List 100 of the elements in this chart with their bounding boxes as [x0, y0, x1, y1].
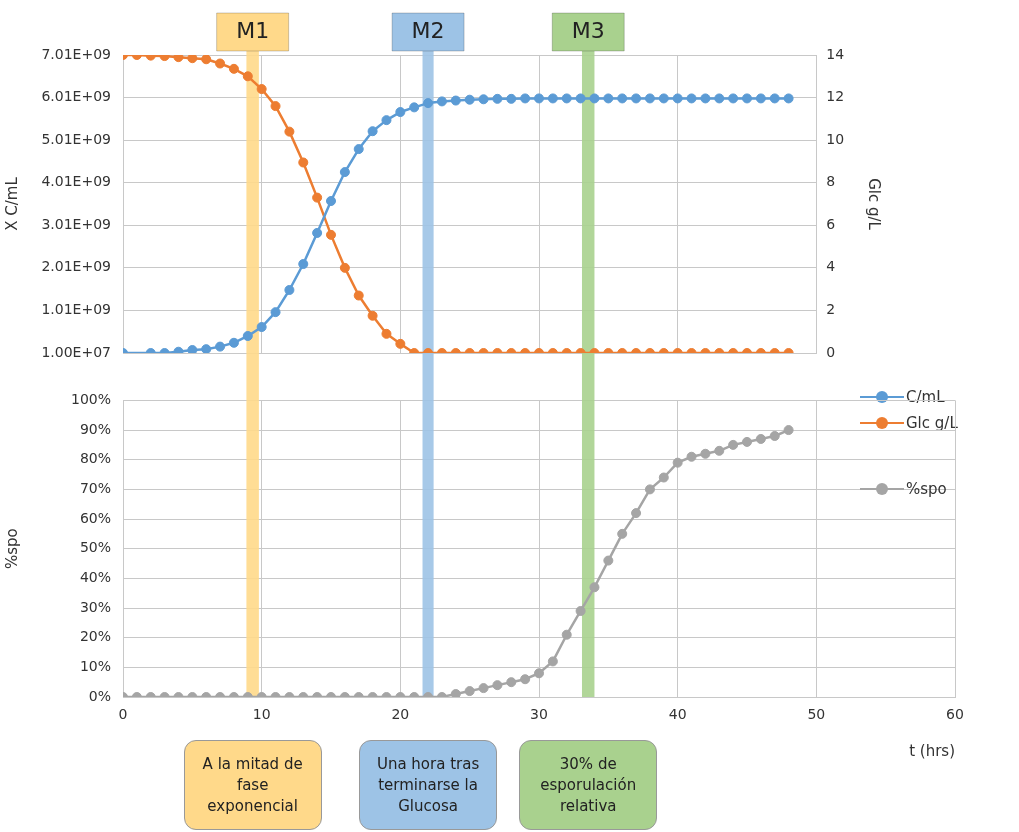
- point: [367, 126, 378, 137]
- point: [187, 345, 198, 353]
- point: [561, 629, 572, 640]
- point: [520, 93, 531, 104]
- point: [339, 167, 350, 178]
- point: [353, 144, 364, 155]
- y-tick-label: 7.01E+09: [41, 45, 111, 62]
- point: [631, 93, 642, 104]
- point: [658, 472, 669, 483]
- legend-label: %spo: [906, 480, 947, 498]
- point: [742, 436, 752, 447]
- point: [215, 58, 226, 69]
- y-tick-label: 10%: [79, 657, 111, 674]
- x-tick-label: 60: [946, 706, 964, 723]
- point: [228, 63, 239, 74]
- point: [409, 102, 420, 113]
- text: 30% de esporulación relativa: [519, 740, 658, 830]
- x-tick-label: 20: [391, 706, 410, 723]
- point: [353, 290, 364, 301]
- text: A la mitad de fase exponencial: [183, 740, 322, 830]
- point: [769, 430, 780, 441]
- y2-tick-label: 6: [826, 215, 836, 232]
- point: [700, 93, 711, 104]
- point: [561, 93, 572, 104]
- point: [312, 227, 323, 238]
- band-label: M2: [411, 17, 445, 43]
- point: [381, 115, 392, 126]
- point: [589, 93, 600, 104]
- point: [339, 262, 350, 273]
- y-tick-label: 30%: [79, 598, 111, 615]
- text: Una hora tras terminarse la Glucosa: [359, 740, 498, 830]
- point: [755, 93, 766, 104]
- x-axis-title: t (hrs): [909, 741, 955, 760]
- point: [617, 528, 628, 539]
- point: [631, 508, 642, 519]
- point: [658, 93, 669, 104]
- point: [686, 451, 697, 462]
- point: [256, 84, 267, 95]
- point: [326, 229, 336, 240]
- point: [298, 157, 309, 168]
- point: [589, 582, 600, 593]
- y-tick-label: 60%: [79, 509, 111, 526]
- x-tick-label: 30: [530, 706, 548, 723]
- point: [326, 196, 336, 207]
- point: [215, 341, 226, 352]
- y2-tick-label: 4: [826, 258, 836, 275]
- y-tick-label: 80%: [79, 450, 111, 467]
- point: [769, 93, 780, 104]
- point: [728, 439, 739, 450]
- y-tick-label: 3.01E+09: [41, 215, 111, 232]
- point: [367, 310, 378, 321]
- y-tick-label: 20%: [79, 628, 111, 645]
- point: [464, 94, 475, 105]
- point: [187, 55, 198, 64]
- point: [534, 93, 544, 104]
- y-tick-label: 70%: [79, 480, 111, 497]
- y-tick-label: 6.01E+09: [41, 88, 111, 105]
- point: [228, 337, 239, 348]
- x-tick-label: 0: [118, 706, 128, 723]
- point: [423, 98, 434, 109]
- point: [298, 259, 309, 270]
- point: [714, 93, 725, 104]
- point: [506, 93, 517, 104]
- point: [450, 95, 461, 106]
- y-tick-label: 2.01E+09: [41, 258, 111, 275]
- point: [478, 94, 489, 105]
- y2-tick-label: 8: [826, 173, 836, 190]
- y-tick-label: 1.00E+07: [41, 343, 111, 360]
- point: [270, 307, 281, 318]
- point: [450, 689, 461, 697]
- y-axis-title: %spo: [2, 528, 21, 570]
- band-label: M3: [571, 17, 605, 43]
- point: [284, 284, 295, 295]
- point: [547, 93, 558, 104]
- x-tick-label: 50: [807, 706, 826, 723]
- y2-tick-label: 10: [826, 130, 845, 147]
- point: [436, 96, 447, 107]
- point: [686, 93, 697, 104]
- y-tick-label: 50%: [79, 539, 111, 556]
- point: [575, 93, 586, 104]
- y2-tick-label: 12: [826, 88, 845, 105]
- y-tick-label: 100%: [70, 391, 111, 408]
- y-tick-label: 5.01E+09: [41, 130, 111, 147]
- y-tick-label: 0%: [88, 687, 111, 704]
- y-axis-title: X C/mL: [2, 176, 21, 231]
- point: [201, 344, 212, 353]
- point: [201, 55, 212, 65]
- point: [728, 93, 739, 104]
- point: [617, 93, 628, 104]
- y-tick-label: 90%: [79, 420, 111, 437]
- point: [270, 101, 281, 112]
- y2-tick-label: 2: [826, 301, 836, 318]
- point: [742, 93, 752, 104]
- point: [672, 93, 683, 104]
- y-tick-label: 1.01E+09: [41, 301, 111, 318]
- point: [492, 93, 503, 104]
- point: [395, 107, 406, 118]
- point: [242, 330, 253, 341]
- point: [672, 457, 683, 468]
- y2-axis-title: Glc g/L: [865, 178, 884, 231]
